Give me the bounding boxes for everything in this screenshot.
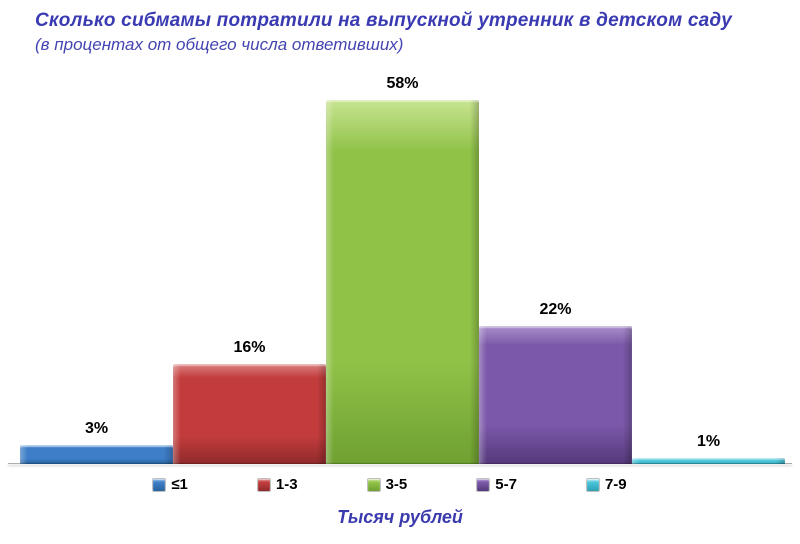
bar-3-5 xyxy=(326,100,479,464)
legend-item-5-7: 5-7 xyxy=(477,476,517,493)
legend-item-7-9: 7-9 xyxy=(586,476,627,493)
bar-7-9 xyxy=(632,458,785,464)
legend-label: 1-3 xyxy=(275,476,298,493)
x-axis-label: Тысяч рублей xyxy=(337,507,463,527)
bar-≤1 xyxy=(20,445,173,464)
bar-value-label: 16% xyxy=(233,339,266,356)
legend: ≤1 1-3 3-5 5-7 7-9 xyxy=(0,476,780,493)
legend-swatch-icon xyxy=(153,478,166,491)
legend-label: 5-7 xyxy=(495,476,517,493)
legend-swatch-icon xyxy=(586,478,599,491)
legend-item-1-3: 1-3 xyxy=(257,476,298,493)
bar-value-label: 1% xyxy=(696,433,721,450)
legend-item-3-5: 3-5 xyxy=(367,476,408,493)
bar-value-label: 58% xyxy=(386,75,419,92)
legend-label: 7-9 xyxy=(604,476,627,493)
bar-value-label: 22% xyxy=(539,301,572,318)
chart-subtitle: (в процентах от общего числа ответивших) xyxy=(35,34,404,54)
legend-swatch-icon xyxy=(257,478,270,491)
chart-title: Сколько сибмамы потратили на выпускной у… xyxy=(35,10,733,31)
legend-swatch-icon xyxy=(367,478,380,491)
title-block: Сколько сибмамы потратили на выпускной у… xyxy=(35,8,732,56)
legend-swatch-icon xyxy=(477,478,490,491)
plot-area: 3% 16% 58% 22% 1% xyxy=(20,75,785,464)
legend-item-≤1: ≤1 xyxy=(153,476,188,493)
legend-label: ≤1 xyxy=(171,476,188,493)
bar-value-label: 3% xyxy=(84,420,109,437)
legend-label: 3-5 xyxy=(385,476,408,493)
bar-5-7 xyxy=(479,326,632,464)
bar-1-3 xyxy=(173,364,326,464)
